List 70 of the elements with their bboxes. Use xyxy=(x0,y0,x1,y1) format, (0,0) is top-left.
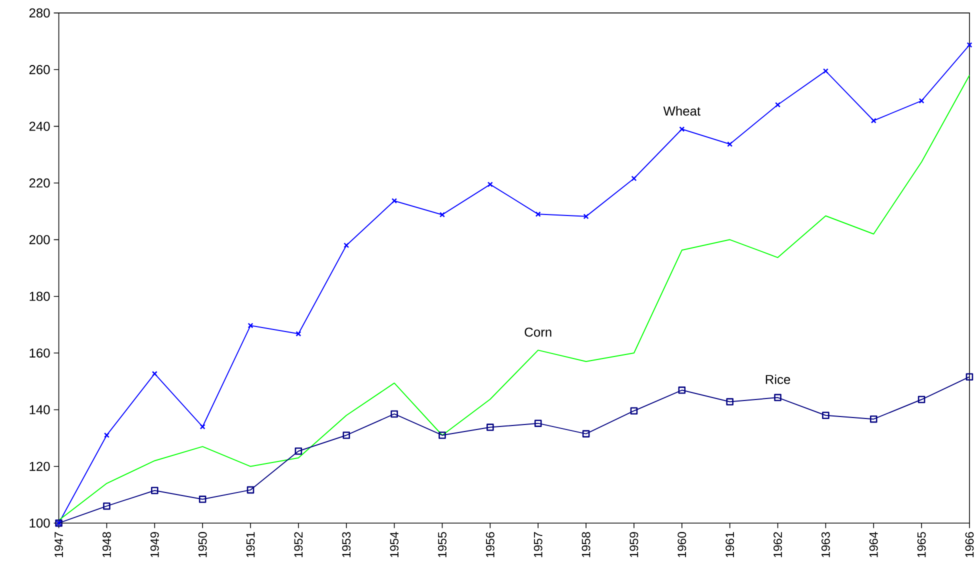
point xyxy=(198,496,206,503)
point xyxy=(822,412,830,420)
point xyxy=(487,182,493,188)
y-tick-label: 260 xyxy=(29,65,50,74)
point xyxy=(870,118,876,124)
point xyxy=(486,424,494,431)
point xyxy=(439,212,445,218)
x-tick-label: 1947 xyxy=(54,532,63,558)
x-tick-label: 1965 xyxy=(917,532,926,558)
point xyxy=(390,410,398,418)
point xyxy=(583,214,589,220)
x-tick-label: 1952 xyxy=(294,532,303,558)
x-tick-label: 1949 xyxy=(150,532,159,558)
point xyxy=(678,386,686,394)
point xyxy=(344,242,350,248)
x-tick-label: 1959 xyxy=(630,532,638,558)
point xyxy=(103,502,110,510)
point xyxy=(296,331,302,337)
y-tick-label: 240 xyxy=(29,122,50,131)
x-tick-label: 1954 xyxy=(390,532,399,558)
point xyxy=(294,448,302,455)
point xyxy=(104,432,110,438)
annotation: Corn xyxy=(524,328,552,337)
point xyxy=(248,322,254,328)
x-tick-label: 1958 xyxy=(582,532,590,558)
y-tick-label: 100 xyxy=(30,518,50,528)
x-tick-label: 1948 xyxy=(102,532,111,558)
point xyxy=(774,394,782,402)
y-tick-label: 120 xyxy=(30,462,50,472)
y-tick-label: 220 xyxy=(29,178,50,188)
point xyxy=(392,198,398,204)
x-tick-label: 1953 xyxy=(342,532,351,558)
x-tick-label: 1951 xyxy=(246,532,255,558)
point xyxy=(966,373,974,381)
point xyxy=(438,432,446,439)
x-tick-label: 1960 xyxy=(678,532,686,558)
point xyxy=(535,211,541,217)
annotation: Wheat xyxy=(663,106,700,116)
x-tick-label: 1950 xyxy=(198,532,207,558)
x-tick-label: 1966 xyxy=(965,532,974,558)
x-tick-label: 1962 xyxy=(774,532,782,558)
y-tick-label: 200 xyxy=(29,235,50,244)
y-tick-label: 140 xyxy=(30,405,50,414)
point xyxy=(822,68,828,74)
x-tick-label: 1955 xyxy=(438,532,446,558)
point xyxy=(679,126,685,132)
point xyxy=(918,396,926,404)
point xyxy=(534,420,542,428)
point xyxy=(246,486,254,494)
point xyxy=(582,430,590,438)
point xyxy=(152,371,158,377)
point xyxy=(200,424,206,430)
point xyxy=(918,98,924,104)
y-tick-label: 280 xyxy=(29,8,50,18)
point xyxy=(870,416,878,423)
x-tick-label: 1964 xyxy=(869,532,878,558)
point xyxy=(151,486,158,494)
point xyxy=(342,432,350,439)
point xyxy=(631,176,637,182)
point xyxy=(727,141,733,147)
point xyxy=(775,102,781,108)
point xyxy=(726,398,734,406)
x-tick-label: 1956 xyxy=(486,532,494,558)
y-tick-label: 160 xyxy=(30,348,50,358)
annotation: Rice xyxy=(766,374,790,384)
point xyxy=(630,407,638,415)
x-tick-label: 1961 xyxy=(726,532,734,558)
x-tick-label: 1957 xyxy=(534,532,542,558)
x-tick-label: 1963 xyxy=(821,532,830,558)
y-tick-label: 180 xyxy=(30,292,50,301)
